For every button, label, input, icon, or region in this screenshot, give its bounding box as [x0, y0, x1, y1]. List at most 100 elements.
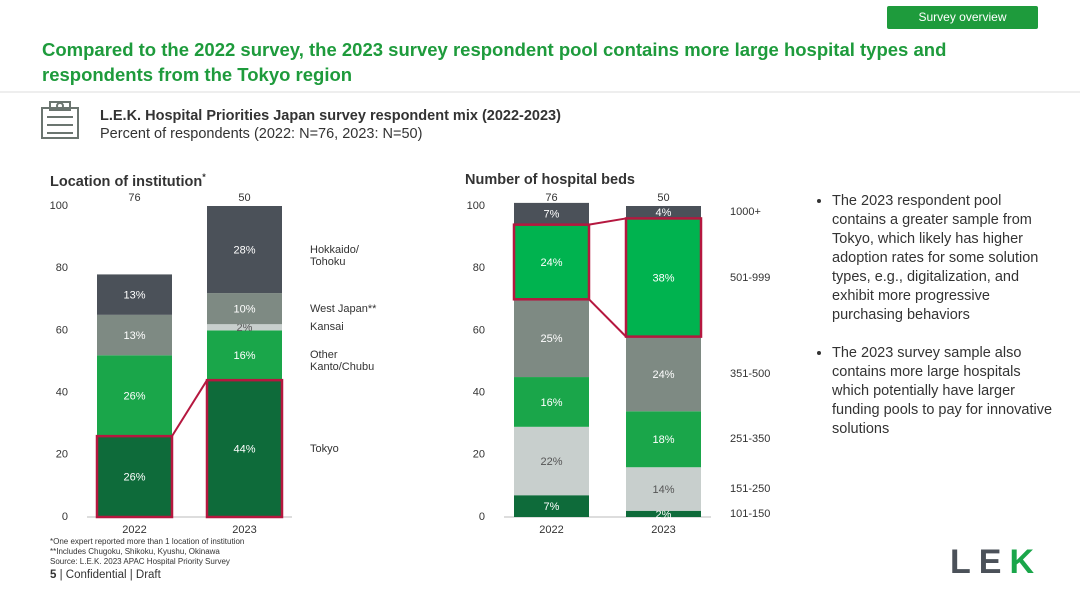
section-title: L.E.K. Hospital Priorities Japan survey … [100, 108, 561, 124]
bar-segment [207, 324, 282, 331]
legend-label: 151-250 [730, 483, 771, 495]
legend-label: 501-999 [730, 271, 771, 284]
y-tick-label: 60 [56, 324, 68, 336]
footnote: *One expert reported more than 1 locatio… [50, 537, 245, 546]
y-tick-label: 80 [56, 262, 68, 274]
highlight-box [512, 223, 591, 301]
value-label: 26% [123, 391, 145, 403]
y-tick-label: 0 [479, 511, 485, 523]
legend-label: Other Kanto/Chubu [310, 349, 375, 374]
y-tick-label: 20 [56, 449, 68, 461]
bar-segment [626, 510, 701, 517]
total-label: 76 [545, 192, 557, 204]
footer-text: | Confidential | Draft [59, 569, 161, 581]
y-tick-label: 40 [56, 387, 68, 399]
y-tick-label: 40 [473, 387, 485, 399]
value-label: 38% [652, 272, 674, 284]
y-tick-label: 20 [473, 449, 485, 461]
bar-segment [207, 206, 282, 294]
value-label: 14% [652, 484, 674, 496]
chart-title: Number of hospital beds [465, 172, 635, 188]
legend-label: West Japan** [310, 302, 377, 315]
highlight-box [205, 378, 284, 519]
section-subtitle: Percent of respondents (2022: N=76, 2023… [100, 126, 423, 142]
hospital-icon [41, 101, 79, 139]
highlight-connector [588, 217, 627, 226]
y-tick-label: 0 [62, 511, 68, 523]
bar-segment [97, 274, 172, 315]
y-tick-label: 100 [50, 200, 68, 212]
total-label: 76 [128, 192, 140, 204]
bar-segment [626, 206, 701, 219]
x-tick-label: 2023 [651, 524, 675, 536]
value-label: 2% [237, 322, 253, 334]
bar-segment [97, 314, 172, 356]
bar-segment [626, 336, 701, 412]
bar-segment [626, 218, 701, 337]
legend-label: Kansai [310, 321, 344, 334]
bar-segment [514, 426, 589, 496]
legend-label: 351-500 [730, 367, 771, 380]
footer: 5 | Confidential | Draft [50, 569, 161, 581]
footnote: Source: L.E.K. 2023 APAC Hospital Priori… [50, 557, 230, 566]
value-label: 25% [540, 333, 562, 345]
legend-label: 1000+ [730, 206, 761, 219]
bar-segment [207, 380, 282, 517]
chart-title-text: Location of institution [50, 173, 203, 190]
value-label: 26% [123, 471, 145, 483]
legend-label: Tokyo [310, 442, 339, 455]
value-label: 24% [652, 369, 674, 381]
value-label: 7% [544, 209, 560, 221]
x-tick-label: 2022 [122, 524, 146, 536]
legend-label: Hokkaido/ Tohoku [310, 243, 359, 268]
value-label: 4% [656, 207, 672, 219]
value-label: 44% [233, 443, 255, 455]
value-label: 16% [540, 397, 562, 409]
value-label: 16% [233, 350, 255, 362]
title-note: * [202, 172, 206, 182]
total-label: 50 [238, 192, 250, 204]
bar-segment [626, 467, 701, 511]
chart-title-text: Number of hospital beds [465, 172, 635, 188]
y-tick-label: 80 [473, 262, 485, 274]
bullets: The 2023 respondent pool contains a grea… [815, 192, 1057, 458]
highlight-box [624, 217, 703, 338]
bar-segment [97, 355, 172, 437]
bullet: The 2023 respondent pool contains a grea… [832, 192, 1057, 325]
logo-letter: K [1009, 543, 1043, 581]
value-label: 24% [540, 257, 562, 269]
y-tick-label: 60 [473, 324, 485, 336]
page-number: 5 [50, 569, 57, 581]
bar-segment [514, 299, 589, 378]
chart-title: Location of institution* [50, 172, 206, 190]
footnotes: *One expert reported more than 1 locatio… [50, 537, 244, 567]
bar-segment [97, 436, 172, 517]
bar-segment [514, 495, 589, 517]
highlight-connector [171, 379, 208, 437]
legend-label: 251-350 [730, 433, 771, 446]
value-label: 2% [656, 509, 672, 521]
bar-segment [514, 377, 589, 427]
value-label: 28% [233, 244, 255, 256]
footnote: **Includes Chugoku, Shikoku, Kyushu, Oki… [50, 547, 220, 556]
bar-segment [207, 293, 282, 325]
value-label: 7% [544, 501, 560, 513]
value-label: 22% [540, 456, 562, 468]
x-tick-label: 2022 [539, 524, 563, 536]
bar-segment [514, 202, 589, 225]
highlight-box [95, 434, 174, 519]
logo-letter: L [950, 543, 979, 581]
y-tick-label: 100 [467, 200, 485, 212]
legend-label: 101-150 [730, 507, 771, 520]
value-label: 18% [652, 434, 674, 446]
total-label: 50 [657, 192, 669, 204]
bar-segment [626, 411, 701, 468]
section-header: L.E.K. Hospital Priorities Japan survey … [100, 108, 561, 142]
logo: LEK [950, 543, 1042, 582]
bar-segment [514, 224, 589, 300]
bar-segment [207, 330, 282, 381]
value-label: 13% [123, 290, 145, 302]
x-tick-label: 2023 [232, 524, 256, 536]
